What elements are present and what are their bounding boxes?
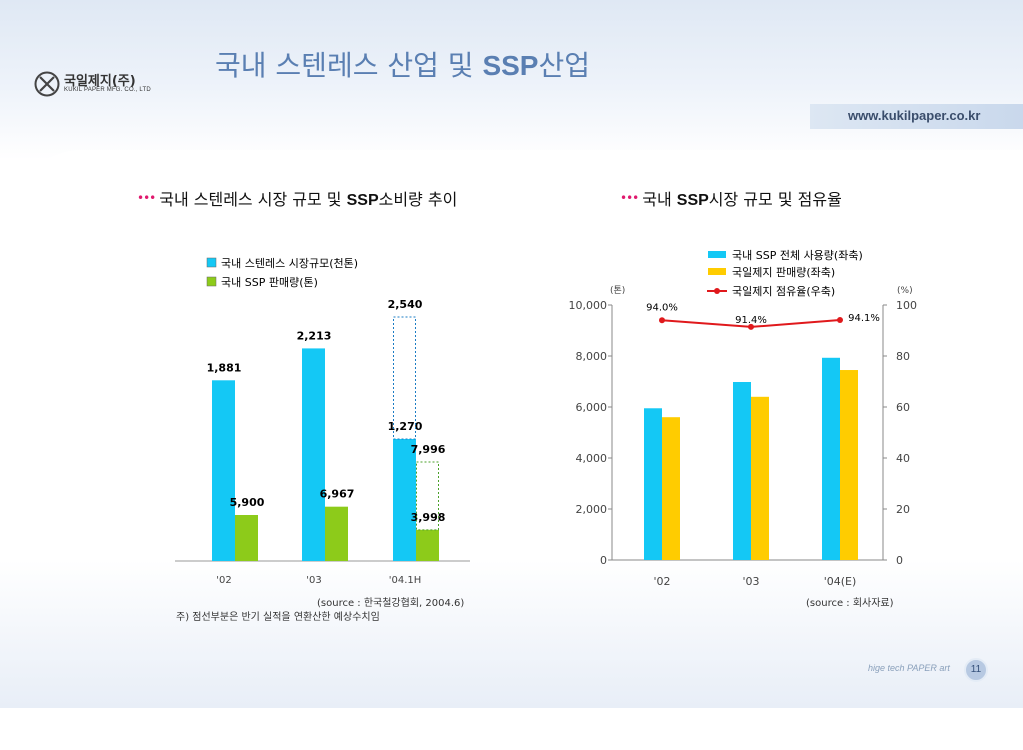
- header-background: [0, 0, 1023, 160]
- legend-label: 국내 SSP 전체 사용량(좌축): [732, 249, 863, 262]
- left-axis-unit: (톤): [610, 285, 625, 296]
- right-tick-label: 20: [896, 503, 910, 516]
- right-tick-label: 100: [896, 299, 917, 312]
- data-label-market: 1,881: [207, 361, 242, 374]
- bar-ssp-sales: [235, 515, 258, 561]
- left-tick-label: 8,000: [576, 350, 608, 363]
- left-tick-label: 2,000: [576, 503, 608, 516]
- footer-tagline: hige tech PAPER art: [868, 663, 950, 673]
- left-tick-label: 0: [600, 554, 607, 567]
- bar-ssp-total: [822, 357, 840, 560]
- chart2-heading: ••• 국내 SSP시장 규모 및 점유율: [620, 190, 842, 209]
- data-label-market: 1,270: [388, 420, 423, 433]
- data-label-market: 2,213: [297, 329, 332, 342]
- bar-kukil-sales: [840, 370, 858, 560]
- share-point: [748, 323, 754, 330]
- legend-marker: [714, 288, 720, 294]
- data-label-ssp: 3,998: [411, 511, 446, 524]
- data-label-ssp: 6,967: [320, 488, 355, 501]
- legend-swatch: [708, 268, 726, 275]
- bar-kukil-sales: [662, 417, 680, 560]
- chart1-heading: ••• 국내 스텐레스 시장 규모 및 SSP소비량 추이: [137, 190, 458, 209]
- x-tick-label: '02: [216, 575, 231, 586]
- right-tick-label: 40: [896, 452, 910, 465]
- chart-ssp-share: 0 2,000 4,000 6,000 8,000 10,000 0 20 40 60 80 100 (…: [569, 249, 918, 609]
- legend-swatch: [708, 251, 726, 258]
- source-note: (source : 한국철강협회, 2004.6): [317, 596, 464, 609]
- logo-company-english: KUKIL PAPER MFG. CO., LTD: [64, 87, 151, 93]
- bar-market-size: [212, 380, 235, 561]
- bar-market-size: [302, 348, 325, 561]
- legend-label: 국내 SSP 판매량(톤): [221, 276, 318, 289]
- bar-ssp-sales: [416, 529, 439, 561]
- url-bar: [810, 104, 1023, 129]
- right-tick-label: 60: [896, 401, 910, 414]
- x-tick-label: '03: [742, 575, 759, 588]
- left-tick-label: 4,000: [576, 452, 608, 465]
- data-label-ssp: 5,900: [230, 496, 265, 509]
- legend-label: 국일제지 판매량(좌축): [732, 265, 835, 279]
- x-tick-label: '02: [653, 575, 670, 588]
- bar-ssp-total: [733, 382, 751, 560]
- footnote: 주) 점선부분은 반기 실적을 연환산한 예상수치임: [176, 610, 380, 623]
- bar-ssp-total: [644, 408, 662, 560]
- source-note: (source : 회사자료): [806, 597, 894, 609]
- right-tick-label: 80: [896, 350, 910, 363]
- share-label: 94.1%: [848, 313, 880, 324]
- legend-swatch: [206, 276, 217, 287]
- logo-company-name: 국일제지(주): [64, 74, 136, 89]
- x-tick-label: '03: [306, 575, 321, 586]
- x-tick-label: '04(E): [824, 575, 857, 588]
- company-logo: 국일제지(주) KUKIL PAPER MFG. CO., LTD: [34, 67, 164, 107]
- left-tick-label: 6,000: [576, 401, 608, 414]
- projected-data-label: 2,540: [388, 298, 423, 311]
- projected-bar-outline: [416, 461, 439, 531]
- footer-background: [0, 560, 1023, 708]
- share-point: [837, 317, 843, 324]
- website-url[interactable]: www.kukilpaper.co.kr: [848, 108, 981, 123]
- page-number: 11: [964, 658, 988, 682]
- right-tick-label: 0: [896, 554, 903, 567]
- bar-ssp-sales: [325, 506, 348, 561]
- legend-label: 국내 스텐레스 시장규모(천톤): [221, 256, 358, 270]
- legend-swatch: [206, 257, 217, 268]
- left-tick-label: 10,000: [569, 299, 608, 312]
- x-tick-label: '04.1H: [389, 575, 422, 586]
- share-point: [659, 317, 665, 324]
- right-axis-unit: (%): [897, 286, 913, 296]
- share-label: 91.4%: [735, 315, 767, 326]
- bar-market-size: [393, 439, 416, 561]
- page-title: 국내 스텐레스 산업 및 SSP산업: [215, 49, 591, 82]
- share-label: 94.0%: [646, 302, 678, 313]
- chart-stainless-market: 국내 스텐레스 시장규모(천톤) 국내 SSP 판매량(톤) 1,881 5,900 '…: [175, 256, 470, 623]
- logo-emblem-icon: [34, 71, 60, 97]
- bar-kukil-sales: [751, 396, 769, 560]
- projected-data-label: 7,996: [411, 443, 446, 456]
- legend-label: 국일제지 점유율(우축): [732, 284, 835, 298]
